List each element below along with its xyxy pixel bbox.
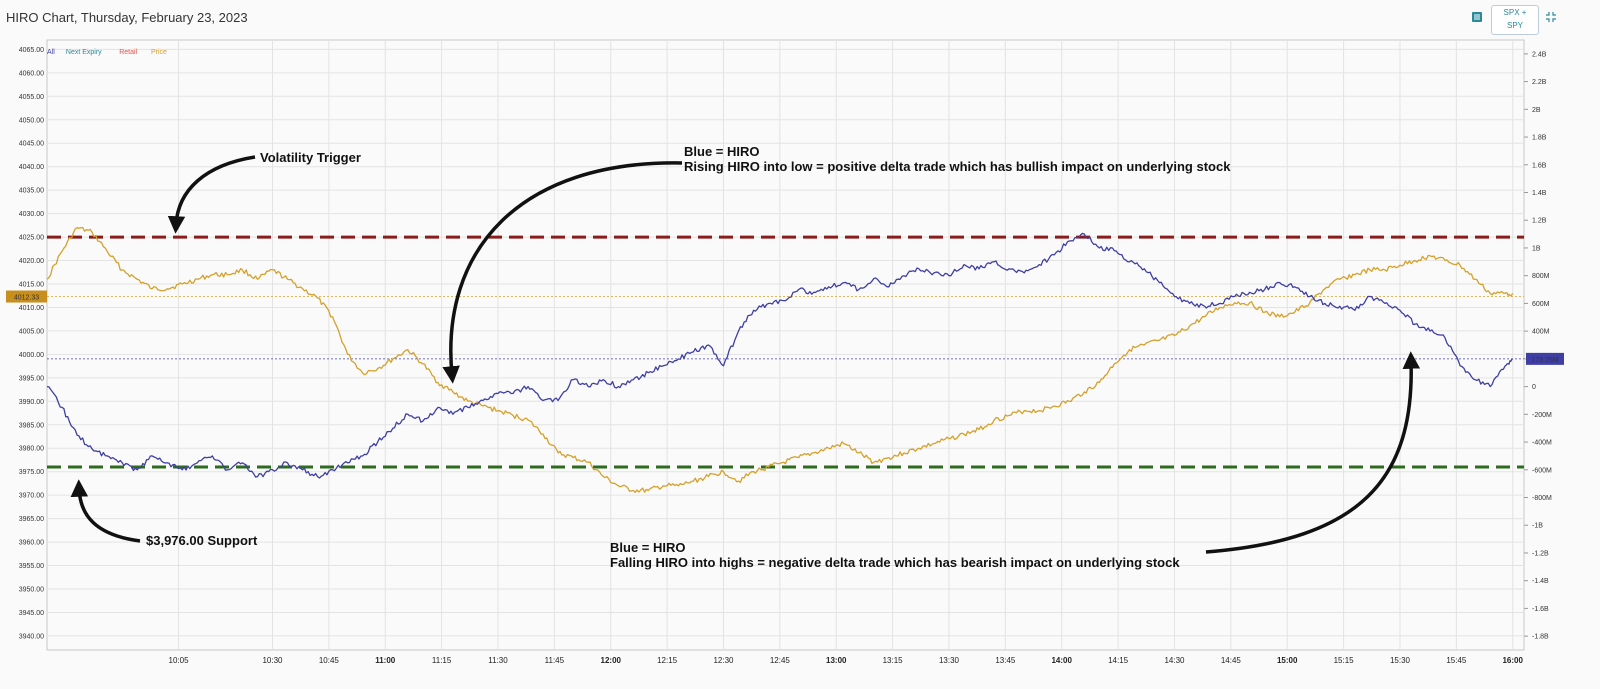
x-tick-label: 16:00	[1502, 656, 1523, 665]
right-tick-label: -1.8B	[1532, 634, 1549, 641]
right-tick-label: -1.6B	[1532, 606, 1549, 613]
symbol-select-button[interactable]: SPX + SPY	[1491, 5, 1539, 35]
x-tick-label: 12:15	[657, 656, 678, 665]
left-tick-label: 4030.00	[19, 211, 44, 218]
right-tick-label: 600M	[1532, 301, 1550, 308]
left-tick-label: 3985.00	[19, 422, 44, 429]
chart-title: HIRO Chart, Thursday, February 23, 2023	[6, 10, 248, 25]
left-tick-label: 3940.00	[19, 633, 44, 640]
left-tick-label: 4045.00	[19, 141, 44, 148]
x-tick-label: 13:45	[995, 656, 1016, 665]
x-tick-label: 14:45	[1221, 656, 1242, 665]
right-tick-label: 1B	[1532, 245, 1541, 252]
annotation-hiro-high-line-1: Falling HIRO into highs = negative delta…	[610, 555, 1180, 570]
left-tick-label: 3970.00	[19, 493, 44, 500]
x-tick-label: 14:30	[1164, 656, 1185, 665]
left-tick-label: 4015.00	[19, 282, 44, 289]
arrow-volatility-trigger	[167, 155, 256, 234]
symbol-line-2: SPY	[1506, 21, 1523, 30]
x-tick-label: 14:15	[1108, 656, 1129, 665]
annotation-hiro-low-line-1: Rising HIRO into low = positive delta tr…	[684, 159, 1231, 174]
table-icon[interactable]	[1471, 10, 1483, 22]
legend-item-retail[interactable]: Retail	[119, 49, 137, 56]
left-tick-label: 4060.00	[19, 70, 44, 77]
x-tick-label: 11:45	[545, 656, 565, 665]
x-tick-label: 12:45	[770, 656, 791, 665]
collapse-icon[interactable]	[1545, 10, 1557, 22]
right-tick-label: 1.6B	[1532, 162, 1547, 169]
x-tick-label: 10:05	[169, 656, 190, 665]
left-tick-label: 4020.00	[19, 258, 44, 265]
left-tick-label: 3945.00	[19, 610, 44, 617]
arrow-hiro-high	[1205, 351, 1421, 554]
right-tick-label: -400M	[1532, 440, 1552, 447]
left-tick-label: 4040.00	[19, 164, 44, 171]
left-tick-label: 4035.00	[19, 188, 44, 195]
x-tick-label: 11:15	[432, 656, 452, 665]
x-tick-label: 13:30	[939, 656, 960, 665]
legend-item-all[interactable]: All	[47, 49, 55, 56]
annotation-support-line-0: $3,976.00 Support	[146, 533, 258, 548]
x-tick-label: 15:30	[1390, 656, 1411, 665]
right-tick-label: 400M	[1532, 329, 1550, 336]
symbol-line-1: SPX +	[1503, 8, 1527, 17]
legend-item-price[interactable]: Price	[151, 49, 167, 56]
left-tick-label: 3960.00	[19, 540, 44, 547]
right-tick-label: 1.2B	[1532, 218, 1547, 225]
right-tick-label: -1B	[1532, 523, 1543, 530]
x-tick-label: 13:00	[826, 656, 847, 665]
left-tick-label: 3975.00	[19, 469, 44, 476]
right-tick-label: 2.2B	[1532, 79, 1547, 86]
right-tick-label: 1.4B	[1532, 190, 1547, 197]
plot-area	[46, 39, 1525, 651]
left-tick-label: 4055.00	[19, 94, 44, 101]
series-line-price	[46, 226, 1514, 493]
right-tick-label: -1.4B	[1532, 578, 1549, 585]
left-tick-label: 4000.00	[19, 352, 44, 359]
legend-item-next-expiry[interactable]: Next Expiry	[66, 49, 102, 56]
annotation-vt-line-0: Volatility Trigger	[260, 150, 361, 165]
left-tick-label: 4010.00	[19, 305, 44, 312]
left-tick-label: 4025.00	[19, 235, 44, 242]
x-tick-label: 11:30	[488, 656, 508, 665]
x-tick-label: 11:00	[375, 656, 396, 665]
left-tick-label: 3950.00	[19, 587, 44, 594]
x-tick-label: 15:15	[1334, 656, 1355, 665]
right-tick-label: 0	[1532, 384, 1536, 391]
x-tick-label: 15:45	[1446, 656, 1467, 665]
price-badge	[6, 290, 47, 303]
x-tick-label: 10:45	[319, 656, 340, 665]
right-tick-label: 800M	[1532, 273, 1550, 280]
price-badge-label: 4012.33	[14, 295, 39, 302]
arrow-hiro-low	[442, 161, 683, 384]
right-tick-label: 2B	[1532, 107, 1541, 114]
left-tick-label: 3955.00	[19, 563, 44, 570]
left-tick-label: 4050.00	[19, 117, 44, 124]
left-tick-label: 4065.00	[19, 47, 44, 54]
hiro-badge	[1526, 352, 1564, 365]
right-tick-label: -600M	[1532, 467, 1552, 474]
x-tick-label: 15:00	[1277, 656, 1298, 665]
left-tick-label: 4005.00	[19, 328, 44, 335]
right-tick-label: -200M	[1532, 412, 1552, 419]
series-line-hiro	[46, 232, 1513, 479]
right-tick-label: -800M	[1532, 495, 1552, 502]
hiro-badge-label: 173.75M	[1531, 357, 1558, 364]
x-tick-label: 13:15	[883, 656, 904, 665]
x-tick-label: 12:00	[601, 656, 622, 665]
annotation-hiro-low-line-0: Blue = HIRO	[684, 144, 760, 159]
x-tick-label: 12:30	[713, 656, 734, 665]
x-tick-label: 10:30	[262, 656, 283, 665]
right-tick-label: 1.8B	[1532, 135, 1547, 142]
annotation-hiro-high-line-0: Blue = HIRO	[610, 540, 686, 555]
arrow-support	[70, 479, 141, 543]
x-tick-label: 14:00	[1051, 656, 1072, 665]
left-tick-label: 3990.00	[19, 399, 44, 406]
right-tick-label: 2.4B	[1532, 51, 1547, 58]
left-tick-label: 3995.00	[19, 375, 44, 382]
right-tick-label: -1.2B	[1532, 550, 1549, 557]
left-tick-label: 3980.00	[19, 446, 44, 453]
left-tick-label: 3965.00	[19, 516, 44, 523]
